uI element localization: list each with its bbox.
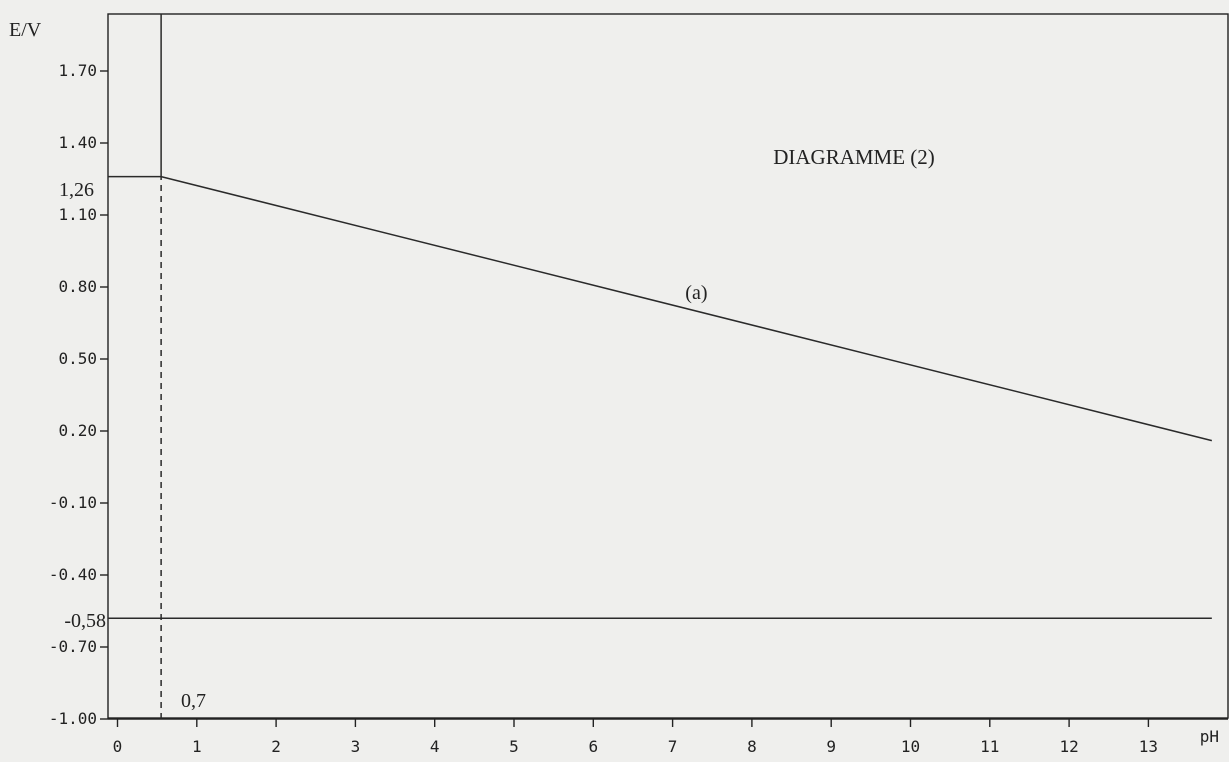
x-tick-label: 1 <box>192 737 202 756</box>
y-tick-label: -1.00 <box>49 709 97 728</box>
x-tick-label: 7 <box>668 737 678 756</box>
x-tick-label: 3 <box>351 737 361 756</box>
plot-frame <box>107 13 1229 719</box>
series-line-a <box>160 175 1213 442</box>
x-tick-label: 2 <box>271 737 281 756</box>
y-axis-title: E/V <box>9 19 42 41</box>
x-tick-label: 11 <box>980 737 999 756</box>
y-tick-label: 1.10 <box>58 205 97 224</box>
y-tick-label: -0.10 <box>49 493 97 512</box>
x-tick-label: 0 <box>113 737 123 756</box>
chart-title: DIAGRAMME (2) <box>773 145 935 169</box>
y-tick-label: 0.80 <box>58 277 97 296</box>
y-tick-label: 0.50 <box>58 349 97 368</box>
y-tick-label: 1.40 <box>58 133 97 152</box>
x-axis-title: pH <box>1200 727 1219 746</box>
x-tick-label: 9 <box>826 737 836 756</box>
y-tick-label: -0.40 <box>49 565 97 584</box>
x-tick-label: 6 <box>588 737 598 756</box>
x-tick-label: 4 <box>430 737 440 756</box>
y-tick-label: -0.70 <box>49 637 97 656</box>
chart-marks <box>100 14 1228 727</box>
y-tick-label: 0.20 <box>58 421 97 440</box>
x-tick-label: 10 <box>901 737 920 756</box>
chart-texts: 0 1 2 3 4 5 6 7 8 9 10 11 12 131.701.401.100.800.500.… <box>9 19 1219 756</box>
annotation-y-058: -0,58 <box>64 610 106 632</box>
x-tick-label: 12 <box>1059 737 1078 756</box>
y-tick-label: 1.70 <box>58 61 97 80</box>
x-tick-label: 13 <box>1139 737 1158 756</box>
annotation-y-126: 1,26 <box>59 179 94 201</box>
series-label-a: (a) <box>685 282 707 304</box>
annotation-x-07: 0,7 <box>181 690 206 712</box>
x-tick-label: 8 <box>747 737 757 756</box>
x-tick-label: 5 <box>509 737 519 756</box>
